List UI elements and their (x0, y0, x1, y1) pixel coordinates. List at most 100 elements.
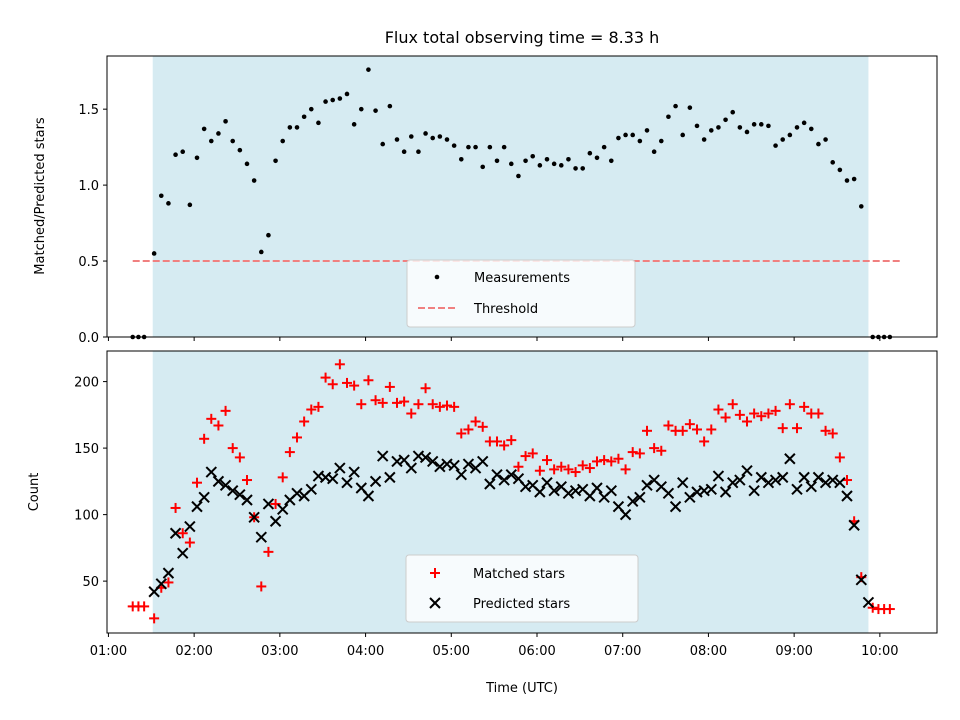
predicted-star-point (634, 491, 646, 504)
measurement-point (466, 144, 471, 150)
measurement-point (237, 147, 243, 153)
matched-star-point (677, 425, 688, 436)
matched-star-point (449, 401, 460, 412)
y-tick-label: 150 (74, 442, 99, 457)
matched-star-point (139, 601, 150, 612)
matched-star-point (799, 401, 810, 412)
matched-star-point (149, 613, 160, 624)
predicted-star-point (741, 465, 753, 477)
matched-star-point (170, 502, 181, 513)
measurement-point (844, 178, 850, 183)
matched-star-point (227, 443, 238, 454)
matched-star-point (549, 464, 560, 475)
predicted-star-point (848, 519, 860, 531)
matched-star-point (492, 436, 502, 447)
figure-title: Flux total observing time = 8.33 h (385, 28, 660, 47)
measurement-point (223, 119, 228, 124)
measurement-point (230, 138, 236, 144)
predicted-star-point (327, 472, 339, 485)
measurement-point (301, 114, 307, 120)
predicted-star-point (177, 547, 189, 559)
predicted-star-point (155, 578, 167, 590)
predicted-star-point (491, 469, 503, 481)
matched-star-point (592, 456, 602, 467)
matched-star-point (656, 445, 667, 456)
measurement-point (701, 137, 707, 142)
matched-star-point (599, 455, 610, 466)
predicted-star-point (819, 476, 832, 489)
measurement-point (830, 160, 836, 165)
matched-star-point (499, 440, 510, 451)
measurement-point (616, 135, 621, 141)
measurement-point (858, 204, 864, 209)
matched-star-point (742, 416, 752, 427)
measurement-point (430, 135, 436, 141)
x-tick-label: 02:00 (175, 644, 212, 659)
measurement-point (487, 144, 493, 150)
matched-star-point (377, 397, 388, 408)
matched-star-point (392, 397, 402, 408)
matched-star-point (220, 405, 231, 416)
predicted-star-point (505, 469, 517, 481)
bottom-axes-frame (106, 350, 938, 634)
predicted-star-point (677, 476, 689, 489)
measurement-point (437, 134, 443, 139)
y-tick-label: 200 (74, 376, 99, 391)
measurement-point (708, 128, 714, 133)
matched-star-point (327, 379, 338, 390)
matched-star-point (192, 477, 202, 488)
measurement-point (516, 173, 521, 179)
measurement-point (351, 122, 357, 127)
top-axes-frame (106, 55, 938, 338)
measurement-point (401, 149, 407, 154)
measurement-point (508, 161, 514, 167)
matched-star-point (770, 405, 781, 416)
matched-star-point (820, 425, 831, 436)
matched-star-point (234, 452, 245, 463)
measurement-point (201, 126, 207, 132)
measurement-point (673, 103, 678, 109)
predicted-star-point (684, 491, 696, 504)
measurement-point (473, 144, 478, 150)
matched-star-point (513, 461, 524, 472)
matched-star-point (713, 404, 724, 415)
predicted-star-point (548, 484, 560, 497)
measurement-point (458, 156, 464, 162)
matched-star-point (613, 453, 624, 464)
x-tick-label: 07:00 (604, 644, 641, 659)
measurement-point (366, 67, 371, 72)
measurement-point (637, 138, 643, 144)
measurement-point (751, 122, 757, 127)
measurement-point (187, 202, 193, 208)
matched-star-point (542, 455, 552, 466)
matched-star-point (199, 433, 210, 444)
predicted-star-point (334, 462, 346, 474)
measurement-point (766, 123, 771, 129)
measurement-point (337, 96, 343, 101)
matched-star-point (299, 416, 310, 427)
measurement-point (801, 120, 807, 126)
measurement-point (737, 125, 743, 130)
measurement-point (558, 163, 564, 168)
measurement-point (573, 166, 578, 171)
measurement-point (266, 232, 271, 238)
predicted-star-point (241, 494, 253, 506)
x-tick-label: 06:00 (518, 644, 555, 659)
matched-star-point (356, 399, 367, 410)
matched-star-point (284, 447, 295, 458)
measurement-point (623, 132, 628, 138)
measurement-point (244, 161, 250, 167)
matched-star-point (384, 381, 395, 392)
matched-star-point (184, 537, 195, 548)
bottom-panel: 50 100 150 200 01:00 02:00 03:00 04:00 05:00 06:… (27, 350, 938, 696)
measurement-point (373, 108, 378, 113)
matched-star-point (556, 461, 567, 472)
predicted-star-point (248, 511, 260, 523)
predicted-star-point (762, 476, 775, 489)
measurement-point (644, 128, 650, 133)
measurement-point (358, 106, 364, 112)
predicted-star-point (562, 487, 575, 500)
matched-star-point (292, 432, 302, 443)
predicted-star-point (784, 453, 796, 465)
measurement-point (808, 126, 814, 132)
